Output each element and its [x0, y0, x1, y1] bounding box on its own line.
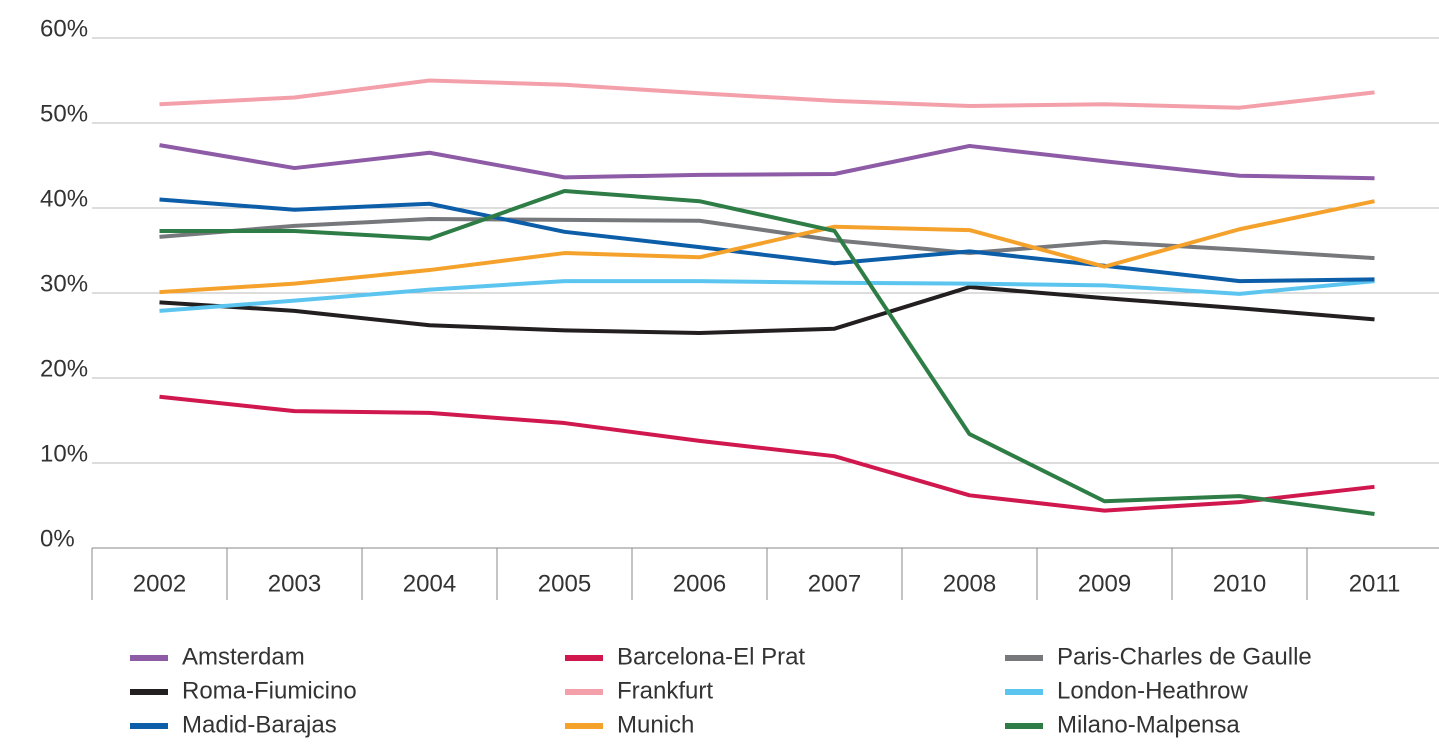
legend-label: Paris-Charles de Gaulle — [1057, 643, 1312, 670]
y-tick-label: 40% — [40, 185, 88, 212]
series-line — [159, 199, 1375, 295]
series-line — [159, 189, 1375, 516]
y-tick-label: 30% — [40, 270, 88, 297]
legend-label: Roma-Fiumicino — [182, 677, 357, 704]
series-line — [159, 279, 1375, 313]
y-tick-label: 0% — [40, 525, 75, 552]
legend-label: Frankfurt — [617, 677, 713, 704]
y-tick-label: 50% — [40, 100, 88, 127]
legend-label: Amsterdam — [182, 643, 305, 670]
legend-label: Milano-Malpensa — [1057, 711, 1240, 738]
legend-label: Munich — [617, 711, 694, 738]
series-line — [159, 285, 1375, 335]
x-tick-label: 2009 — [1078, 570, 1131, 597]
x-tick-label: 2010 — [1213, 570, 1266, 597]
y-tick-label: 20% — [40, 355, 88, 382]
x-tick-label: 2005 — [538, 570, 591, 597]
series-line — [159, 394, 1375, 513]
x-tick-label: 2011 — [1349, 570, 1401, 597]
legend-label: London-Heathrow — [1057, 677, 1248, 704]
series-line — [159, 143, 1375, 181]
x-tick-label: 2008 — [943, 570, 996, 597]
y-tick-label: 60% — [40, 15, 88, 42]
series-line — [159, 197, 1375, 284]
y-tick-label: 10% — [40, 440, 88, 467]
x-tick-label: 2004 — [403, 570, 456, 597]
x-tick-label: 2006 — [673, 570, 726, 597]
x-tick-label: 2007 — [808, 570, 861, 597]
legend-label: Barcelona-El Prat — [617, 643, 805, 670]
legend-label: Madid-Barajas — [182, 711, 337, 738]
series-line — [159, 78, 1375, 110]
series-line — [159, 217, 1375, 261]
x-tick-label: 2003 — [268, 570, 321, 597]
x-tick-label: 2002 — [133, 570, 186, 597]
